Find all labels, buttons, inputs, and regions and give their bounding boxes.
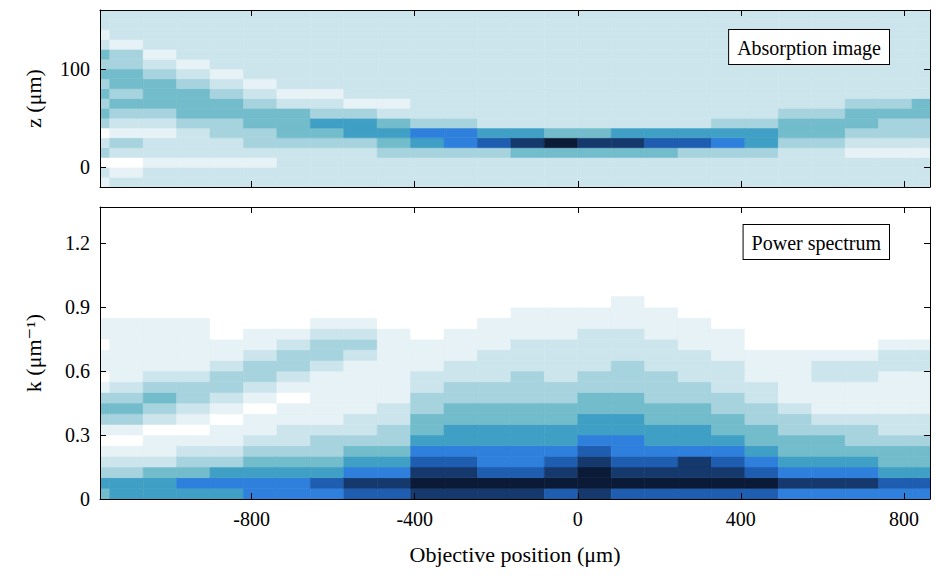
svg-text:-800: -800 <box>233 508 270 530</box>
svg-text:100: 100 <box>60 58 90 80</box>
svg-text:Objective position (μm): Objective position (μm) <box>410 542 621 567</box>
svg-text:800: 800 <box>889 508 919 530</box>
svg-text:-400: -400 <box>396 508 433 530</box>
svg-text:Power spectrum: Power spectrum <box>752 232 882 255</box>
svg-text:z (μm): z (μm) <box>21 69 46 128</box>
svg-text:k (μm⁻¹): k (μm⁻¹) <box>21 314 46 392</box>
svg-text:0: 0 <box>573 508 583 530</box>
svg-text:0: 0 <box>80 488 90 510</box>
svg-text:0.3: 0.3 <box>65 424 90 446</box>
svg-text:400: 400 <box>726 508 756 530</box>
svg-text:1.2: 1.2 <box>65 232 90 254</box>
svg-text:0: 0 <box>80 156 90 178</box>
svg-text:0.9: 0.9 <box>65 296 90 318</box>
svg-text:0.6: 0.6 <box>65 360 90 382</box>
svg-text:Absorption image: Absorption image <box>737 37 881 60</box>
